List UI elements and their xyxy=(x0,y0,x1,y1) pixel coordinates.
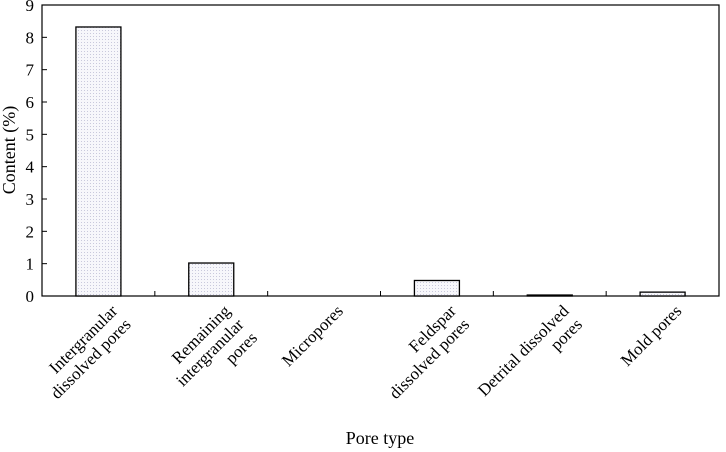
x-tick-label: Intergranulardissolved pores xyxy=(33,301,135,403)
x-tick-label-line: Mold pores xyxy=(617,301,686,370)
y-tick-label: 5 xyxy=(26,125,35,144)
y-axis-title: Content (%) xyxy=(0,106,20,194)
y-tick-label: 8 xyxy=(26,28,35,47)
y-tick-label: 0 xyxy=(26,287,35,306)
x-tick-label: Micropores xyxy=(278,301,347,370)
y-tick-label: 1 xyxy=(26,255,35,274)
bars xyxy=(75,26,686,297)
bar xyxy=(526,294,573,297)
y-axis: 0 1 2 3 4 5 6 7 8 9 xyxy=(26,0,47,306)
y-tick-label: 7 xyxy=(26,61,35,80)
y-tick-label: 6 xyxy=(26,93,35,112)
y-tick-label: 4 xyxy=(26,158,35,177)
y-tick-label: 2 xyxy=(26,222,35,241)
x-axis-title: Pore type xyxy=(346,428,414,448)
bar xyxy=(75,26,122,297)
x-axis: Intergranulardissolved pores Remainingint… xyxy=(33,291,686,413)
x-tick-label: Feldspardissolved pores xyxy=(372,301,474,403)
plot-frame xyxy=(41,4,720,297)
y-tick-label: 9 xyxy=(26,0,35,15)
bar xyxy=(639,291,686,297)
x-tick-label: Remainingintergranularpores xyxy=(159,301,262,404)
bar xyxy=(413,279,461,297)
x-tick-label-line: Micropores xyxy=(278,301,347,370)
x-tick-label: Detrital dissolvedpores xyxy=(474,301,586,413)
x-tick-label: Mold pores xyxy=(617,301,686,370)
y-tick-label: 3 xyxy=(26,190,35,209)
bar xyxy=(188,262,235,297)
